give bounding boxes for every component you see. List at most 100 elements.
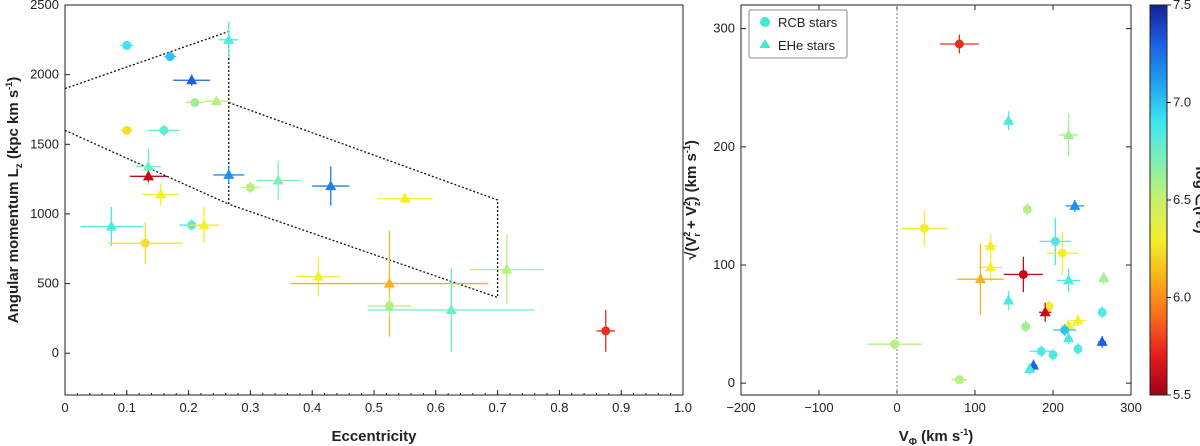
right-rcb-marker [1036, 346, 1046, 356]
left-point [185, 98, 205, 107]
right-rcb-marker [1048, 350, 1058, 360]
left-ehe-marker [142, 170, 154, 181]
right-rcb-marker [1018, 269, 1028, 279]
right-rcb-marker [1073, 344, 1083, 354]
left-y-tick-label: 1000 [30, 206, 59, 221]
left-point [80, 206, 143, 246]
legend-circle-marker [760, 17, 770, 27]
right-ehe-marker [985, 261, 997, 272]
right-y-tick-label: 200 [713, 139, 735, 154]
colorbar-tick-label: 6.0 [1173, 290, 1191, 305]
right-point [1044, 300, 1054, 313]
right-y-tick-label: 0 [728, 375, 735, 390]
right-point [1003, 291, 1015, 310]
left-rcb-marker [165, 52, 175, 62]
left-y-tick-label: 2500 [30, 0, 59, 12]
right-y-tick-labels: 0 100 200 300 [713, 21, 735, 391]
left-rcb-marker [122, 40, 132, 50]
left-point [142, 183, 180, 206]
legend-label-ehe: EHe stars [778, 38, 836, 53]
right-point [957, 243, 1004, 315]
left-y-tick-label: 1500 [30, 136, 59, 151]
left-point [108, 222, 183, 265]
left-ehe-marker [142, 160, 154, 171]
left-ehe-marker [155, 188, 167, 199]
colorbar: 5.5 6.0 6.5 7.0 7.5 log ∈(Fe) [1149, 0, 1200, 402]
left-x-tick-label: 0.9 [612, 400, 630, 415]
right-y-tick-label: 100 [713, 257, 735, 272]
left-y-axis-label: Angular momentum Lz (kpc km s-1) [4, 77, 25, 323]
left-rcb-marker [159, 125, 169, 135]
right-ehe-marker [1063, 332, 1075, 343]
left-x-tick-label: 0.2 [180, 400, 198, 415]
right-ehe-marker [974, 273, 986, 284]
region-upper-boundary [64, 30, 498, 299]
right-rcb-marker [1044, 301, 1054, 311]
left-ehe-marker [399, 192, 411, 203]
left-x-axis-label: Eccentricity [331, 428, 417, 445]
right-point [1097, 306, 1107, 319]
left-ehe-marker [223, 168, 235, 179]
left-x-tick-label: 0.4 [303, 400, 321, 415]
right-point [1039, 217, 1071, 265]
left-point [219, 21, 239, 58]
left-ehe-marker [210, 95, 222, 106]
left-x-tick-label: 0.8 [550, 400, 568, 415]
right-point [1059, 113, 1078, 157]
left-rcb-marker [384, 301, 394, 311]
right-point [1003, 111, 1015, 131]
left-y-tick-label: 500 [37, 276, 59, 291]
right-point [1038, 302, 1052, 322]
left-ehe-marker [223, 33, 235, 44]
legend-box [748, 9, 848, 59]
left-ehe-marker [186, 74, 198, 85]
right-point [1024, 363, 1036, 375]
left-x-tick-label: 0.6 [427, 400, 445, 415]
left-y-tick-labels: 0 500 1000 1500 2000 2500 [30, 0, 59, 360]
left-ehe-marker [312, 270, 324, 281]
left-x-tick-label: 0 [61, 400, 68, 415]
right-point [1029, 345, 1053, 358]
colorbar-tick-label: 7.0 [1173, 95, 1191, 110]
right-rcb-marker [954, 375, 964, 385]
right-point [1022, 203, 1032, 216]
region-right-boundary [228, 101, 499, 298]
right-x-tick-label: 200 [1042, 400, 1064, 415]
left-x-tick-label: 0.3 [241, 400, 259, 415]
right-ehe-marker [985, 240, 997, 251]
right-point [951, 375, 968, 385]
left-point [120, 125, 133, 135]
right-point [1063, 332, 1075, 345]
right-y-tick-label: 300 [713, 21, 735, 36]
right-point [867, 338, 922, 351]
left-point [188, 206, 220, 244]
left-y-tick-label: 2000 [30, 67, 59, 82]
left-x-tick-label: 0.5 [365, 400, 383, 415]
left-ehe-marker [325, 180, 337, 191]
right-ehe-marker [1063, 129, 1075, 139]
right-point [1046, 231, 1078, 275]
right-x-axis-label: VΦ (km s-1) [899, 427, 974, 446]
right-rcb-marker [890, 339, 900, 349]
right-point [1056, 268, 1081, 293]
right-ehe-marker [1063, 274, 1075, 285]
right-point [1070, 314, 1086, 327]
right-rcb-marker [919, 223, 929, 233]
left-ehe-marker [383, 277, 395, 288]
legend-triangle-marker [759, 39, 771, 48]
left-panel: 0 0.1 0.2 0.3 0.4 0.5 0.6 0.7 0.8 0.9 1.0 0 500 1000… [4, 0, 692, 445]
right-point [1073, 343, 1083, 355]
left-point [173, 74, 211, 86]
right-point [1065, 199, 1085, 212]
colorbar-tick-label: 6.5 [1173, 192, 1191, 207]
left-point [296, 257, 341, 297]
right-y-axis-label: √(V2r + V2z) (km s-1) [682, 140, 702, 260]
right-rcb-marker [1022, 204, 1032, 214]
right-data-points [867, 34, 1110, 385]
right-ehe-marker [1096, 335, 1108, 346]
colorbar-tick-label: 5.5 [1173, 387, 1191, 402]
left-point [312, 166, 350, 206]
left-ehe-marker [501, 263, 513, 274]
left-point [241, 181, 260, 194]
left-point [213, 166, 245, 184]
